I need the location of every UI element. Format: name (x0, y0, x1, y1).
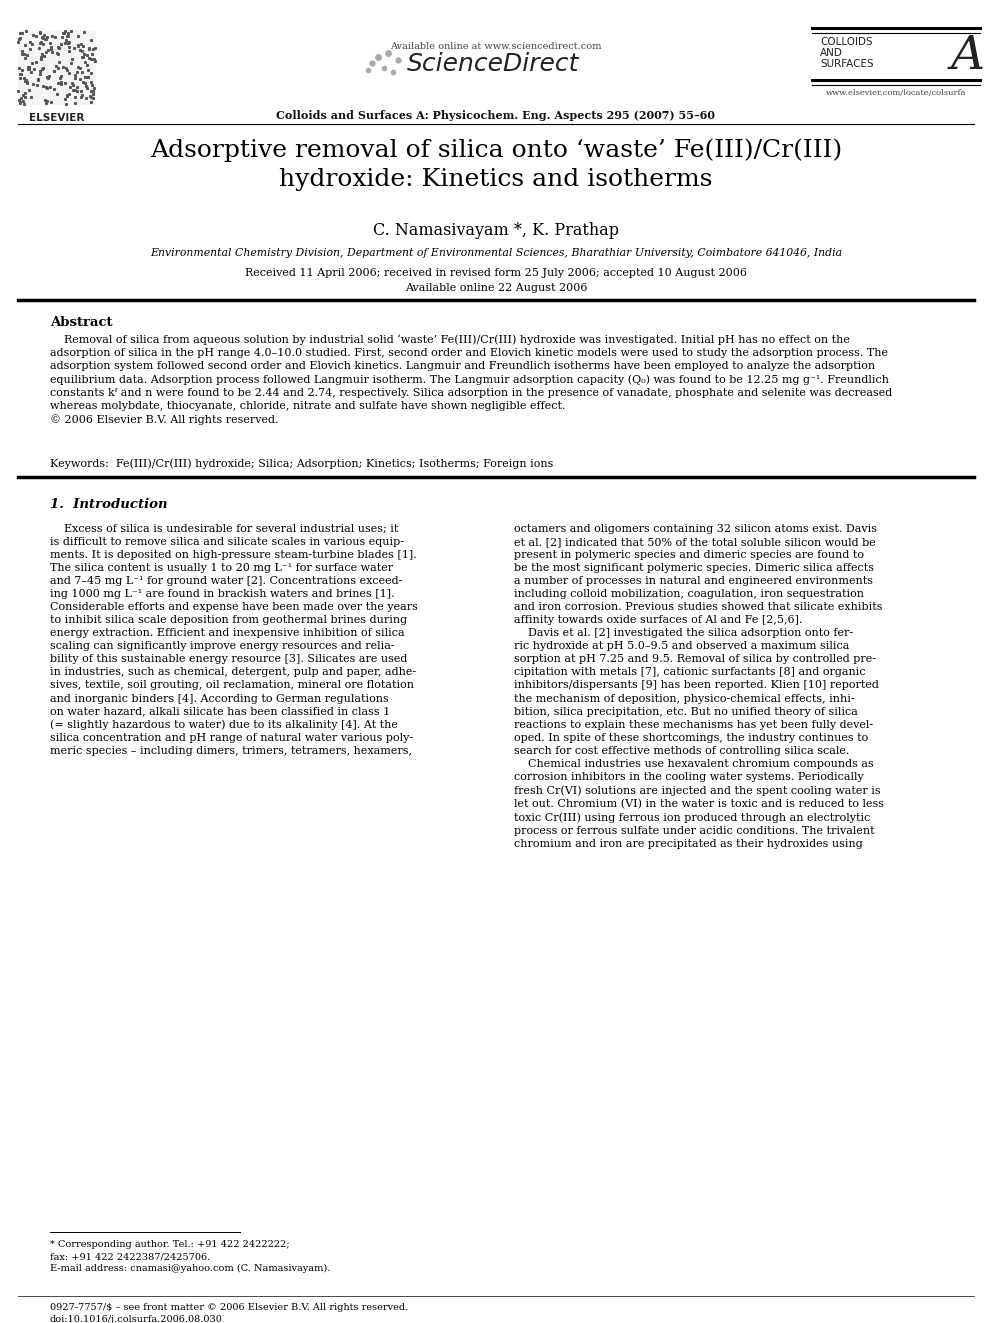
Text: Available online 22 August 2006: Available online 22 August 2006 (405, 283, 587, 292)
Text: C. Namasivayam *, K. Prathap: C. Namasivayam *, K. Prathap (373, 222, 619, 239)
Text: SURFACES: SURFACES (820, 60, 874, 69)
Text: Keywords:  Fe(III)/Cr(III) hydroxide; Silica; Adsorption; Kinetics; Isotherms; F: Keywords: Fe(III)/Cr(III) hydroxide; Sil… (50, 458, 554, 468)
Text: octamers and oligomers containing 32 silicon atoms exist. Davis
et al. [2] indic: octamers and oligomers containing 32 sil… (514, 524, 884, 849)
Text: Colloids and Surfaces A: Physicochem. Eng. Aspects 295 (2007) 55–60: Colloids and Surfaces A: Physicochem. En… (277, 110, 715, 120)
Bar (18, 30, 96, 105)
Text: COLLOIDS: COLLOIDS (820, 37, 873, 48)
Text: Environmental Chemistry Division, Department of Environmental Sciences, Bharathi: Environmental Chemistry Division, Depart… (150, 247, 842, 258)
Text: ScienceDirect: ScienceDirect (407, 52, 579, 75)
Text: Available online at www.sciencedirect.com: Available online at www.sciencedirect.co… (390, 42, 602, 52)
Text: ELSEVIER: ELSEVIER (30, 112, 84, 123)
Text: AND: AND (820, 48, 843, 58)
Text: Received 11 April 2006; received in revised form 25 July 2006; accepted 10 Augus: Received 11 April 2006; received in revi… (245, 269, 747, 278)
Text: Removal of silica from aqueous solution by industrial solid ‘waste’ Fe(III)/Cr(I: Removal of silica from aqueous solution … (50, 333, 892, 425)
Text: 0927-7757/$ – see front matter © 2006 Elsevier B.V. All rights reserved.
doi:10.: 0927-7757/$ – see front matter © 2006 El… (50, 1303, 409, 1323)
Text: 1.  Introduction: 1. Introduction (50, 497, 168, 511)
Text: Abstract: Abstract (50, 316, 112, 329)
Text: Adsorptive removal of silica onto ‘waste’ Fe(III)/Cr(III)
hydroxide: Kinetics an: Adsorptive removal of silica onto ‘waste… (150, 138, 842, 191)
Text: * Corresponding author. Tel.: +91 422 2422222;
fax: +91 422 2422387/2425706.
E-m: * Corresponding author. Tel.: +91 422 24… (50, 1240, 330, 1274)
Text: www.elsevier.com/locate/colsurfa: www.elsevier.com/locate/colsurfa (825, 89, 966, 97)
Text: A: A (951, 34, 985, 79)
Text: Excess of silica is undesirable for several industrial uses; it
is difficult to : Excess of silica is undesirable for seve… (50, 524, 418, 757)
